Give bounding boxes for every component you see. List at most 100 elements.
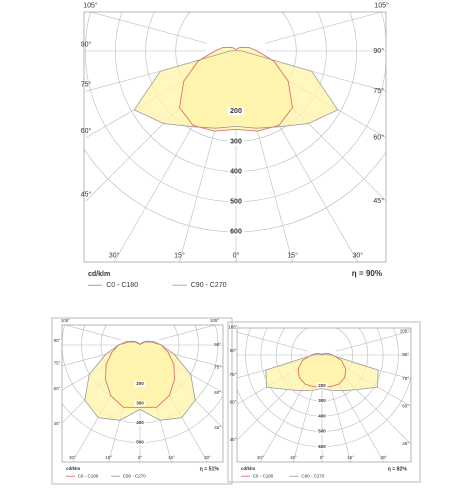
r-tick-label: 300 <box>136 401 144 406</box>
grid-spoke <box>237 331 309 352</box>
angle-tick-label: 105° <box>228 324 238 329</box>
angle-tick-label: 30° <box>380 455 387 460</box>
label-bg <box>134 439 146 446</box>
label-bg <box>316 428 328 435</box>
label-bg <box>227 227 245 237</box>
label-bg <box>316 398 328 404</box>
label-bg <box>316 444 328 450</box>
angle-tick-label: 90° <box>373 47 384 55</box>
unit-label: cd/klm <box>241 466 255 471</box>
r-tick-label: 200 <box>318 383 326 388</box>
angle-tick-label: 90° <box>402 352 409 357</box>
frame <box>227 321 421 483</box>
label-bg <box>316 413 328 419</box>
label-bg <box>227 107 245 116</box>
r-tick-label: 500 <box>230 199 242 206</box>
r-tick-label: 600 <box>230 229 242 236</box>
grid-spoke <box>65 325 121 341</box>
legend-label: C0 - C180 <box>253 473 274 478</box>
curve-line <box>179 46 237 132</box>
r-tick-label: 600 <box>318 444 326 449</box>
angle-tick-label: 30° <box>257 455 264 460</box>
legend-label: C0 - C180 <box>106 282 138 289</box>
angle-tick-label: 0° <box>138 455 143 460</box>
curve-fill <box>236 50 338 129</box>
frame <box>51 317 233 485</box>
angle-tick-label: 105° <box>400 328 410 333</box>
angle-tick-label: 15° <box>168 455 175 460</box>
angle-tick-label: 15° <box>347 455 354 460</box>
grid-spoke <box>335 330 411 352</box>
angle-tick-label: 105° <box>210 318 220 323</box>
plot <box>84 12 386 262</box>
curve-line <box>133 50 237 129</box>
legend-label: C0 - C180 <box>78 473 99 478</box>
angle-tick-label: 75° <box>54 360 61 365</box>
angle-tick-label: 30° <box>69 455 76 460</box>
plot-border <box>61 324 224 463</box>
curve-fill <box>140 342 196 421</box>
angle-tick-label: 30° <box>109 252 120 260</box>
plot-border <box>236 327 412 463</box>
legend-label: C90 - C270 <box>301 473 325 478</box>
curve-fill <box>265 354 322 391</box>
angle-tick-label: 15° <box>287 252 298 260</box>
curve-line <box>297 352 323 388</box>
curve-line <box>84 341 141 421</box>
efficiency: η = 51% <box>200 466 220 472</box>
curve-line <box>235 46 293 132</box>
angle-tick-label: 90° <box>214 342 221 347</box>
angle-tick-label: 75° <box>81 81 92 89</box>
angle-tick-label: 45° <box>214 425 221 430</box>
legend-label: C90 - C270 <box>123 473 147 478</box>
angle-tick-label: 45° <box>402 441 409 446</box>
angle-tick-label: 15° <box>290 455 297 460</box>
legend-label: C90 - C270 <box>191 282 227 289</box>
grid-spoke <box>264 12 382 44</box>
angle-tick-label: 75° <box>230 372 237 377</box>
angle-tick-label: 45° <box>81 191 92 199</box>
angle-tick-label: 60° <box>402 404 409 409</box>
angle-tick-label: 60° <box>214 390 221 395</box>
angle-tick-label: 15° <box>174 252 185 260</box>
efficiency: η = 90% <box>352 269 382 278</box>
angle-tick-label: 30° <box>204 455 211 460</box>
angle-tick-label: 0° <box>233 252 240 260</box>
angle-tick-label: 75° <box>373 87 384 95</box>
grid-spoke <box>90 12 208 44</box>
plot-border <box>83 11 387 263</box>
r-tick-label: 500 <box>318 429 326 434</box>
angle-tick-label: 75° <box>402 376 409 381</box>
grid-spoke <box>159 325 215 341</box>
r-tick-label: 400 <box>318 413 326 418</box>
angle-tick-label: 60° <box>230 400 237 405</box>
angle-tick-label: 90° <box>81 41 92 49</box>
curve-line <box>321 354 379 392</box>
efficiency: η = 82% <box>388 466 408 472</box>
label-bg <box>227 137 245 146</box>
angle-tick-label: 15° <box>105 455 112 460</box>
angle-tick-label: 45° <box>373 197 384 205</box>
curve-fill <box>322 354 379 391</box>
angle-tick-label: 60° <box>81 127 92 135</box>
label-bg <box>227 167 245 176</box>
label-bg <box>134 381 146 387</box>
angle-tick-label: 105° <box>374 2 389 10</box>
r-tick-label: 300 <box>318 398 326 403</box>
angle-tick-label: 90° <box>230 348 237 353</box>
label-bg <box>227 197 245 206</box>
curve-line <box>235 50 339 129</box>
angle-tick-label: 30° <box>353 252 364 260</box>
angle-tick-label: 60° <box>54 386 61 391</box>
r-tick-label: 500 <box>136 440 144 445</box>
curve-fill <box>84 342 140 421</box>
r-tick-label: 200 <box>136 381 144 386</box>
angle-tick-label: 75° <box>214 364 221 369</box>
angle-tick-label: 90° <box>54 338 61 343</box>
r-tick-label: 300 <box>230 138 242 145</box>
label-bg <box>316 382 328 389</box>
unit-label: cd/klm <box>66 466 80 471</box>
plot <box>62 325 223 462</box>
angle-tick-label: 105° <box>83 2 98 10</box>
